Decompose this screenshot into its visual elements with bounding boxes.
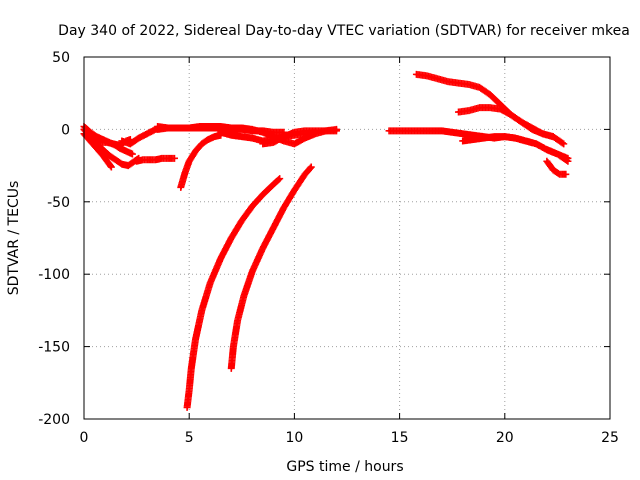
data-point xyxy=(560,140,568,148)
x-tick-label: 5 xyxy=(185,430,194,446)
series-s17 xyxy=(459,133,572,162)
y-tick-label: -150 xyxy=(38,340,70,356)
data-point xyxy=(107,163,115,171)
data-point xyxy=(307,163,315,171)
data-point xyxy=(306,164,314,172)
x-tick-label: 15 xyxy=(391,430,409,446)
data-point xyxy=(276,175,284,183)
data-point xyxy=(562,170,570,178)
series-s16 xyxy=(455,104,568,148)
series-s11 xyxy=(227,163,315,372)
y-axis-label: SDTVAR / TECUs xyxy=(6,181,22,296)
data-point xyxy=(311,128,319,136)
y-tick-label: -50 xyxy=(47,195,70,211)
data-point xyxy=(275,176,283,184)
tick-layer: 0 5 10 15 20 25 50 0 -50 -100 -150 -200 xyxy=(38,50,619,446)
grid-layer xyxy=(84,57,610,419)
x-tick-label: 0 xyxy=(80,430,89,446)
y-tick-label: -100 xyxy=(38,267,70,283)
x-tick-label: 20 xyxy=(496,430,514,446)
x-axis-label: GPS time / hours xyxy=(286,459,403,475)
chart-title: Day 340 of 2022, Sidereal Day-to-day VTE… xyxy=(58,23,630,39)
series-s3 xyxy=(80,130,115,171)
data-point xyxy=(107,162,115,170)
x-tick-label: 10 xyxy=(285,430,303,446)
plot-frame xyxy=(83,56,611,420)
data-point xyxy=(332,127,340,135)
series-s8 xyxy=(154,123,340,148)
series-s9 xyxy=(177,131,225,191)
y-tick-label: 0 xyxy=(61,122,70,138)
data-point xyxy=(564,154,572,162)
y-tick-label: 50 xyxy=(52,50,70,66)
series-s5 xyxy=(133,154,178,165)
series-s13 xyxy=(217,128,319,145)
y-tick-label: -200 xyxy=(38,412,70,428)
data-point xyxy=(128,150,136,158)
series-s10 xyxy=(183,175,284,411)
series-layer xyxy=(80,70,572,411)
data-point xyxy=(558,139,566,147)
series-s18 xyxy=(543,157,570,178)
x-tick-label: 25 xyxy=(601,430,619,446)
data-point xyxy=(170,154,178,162)
